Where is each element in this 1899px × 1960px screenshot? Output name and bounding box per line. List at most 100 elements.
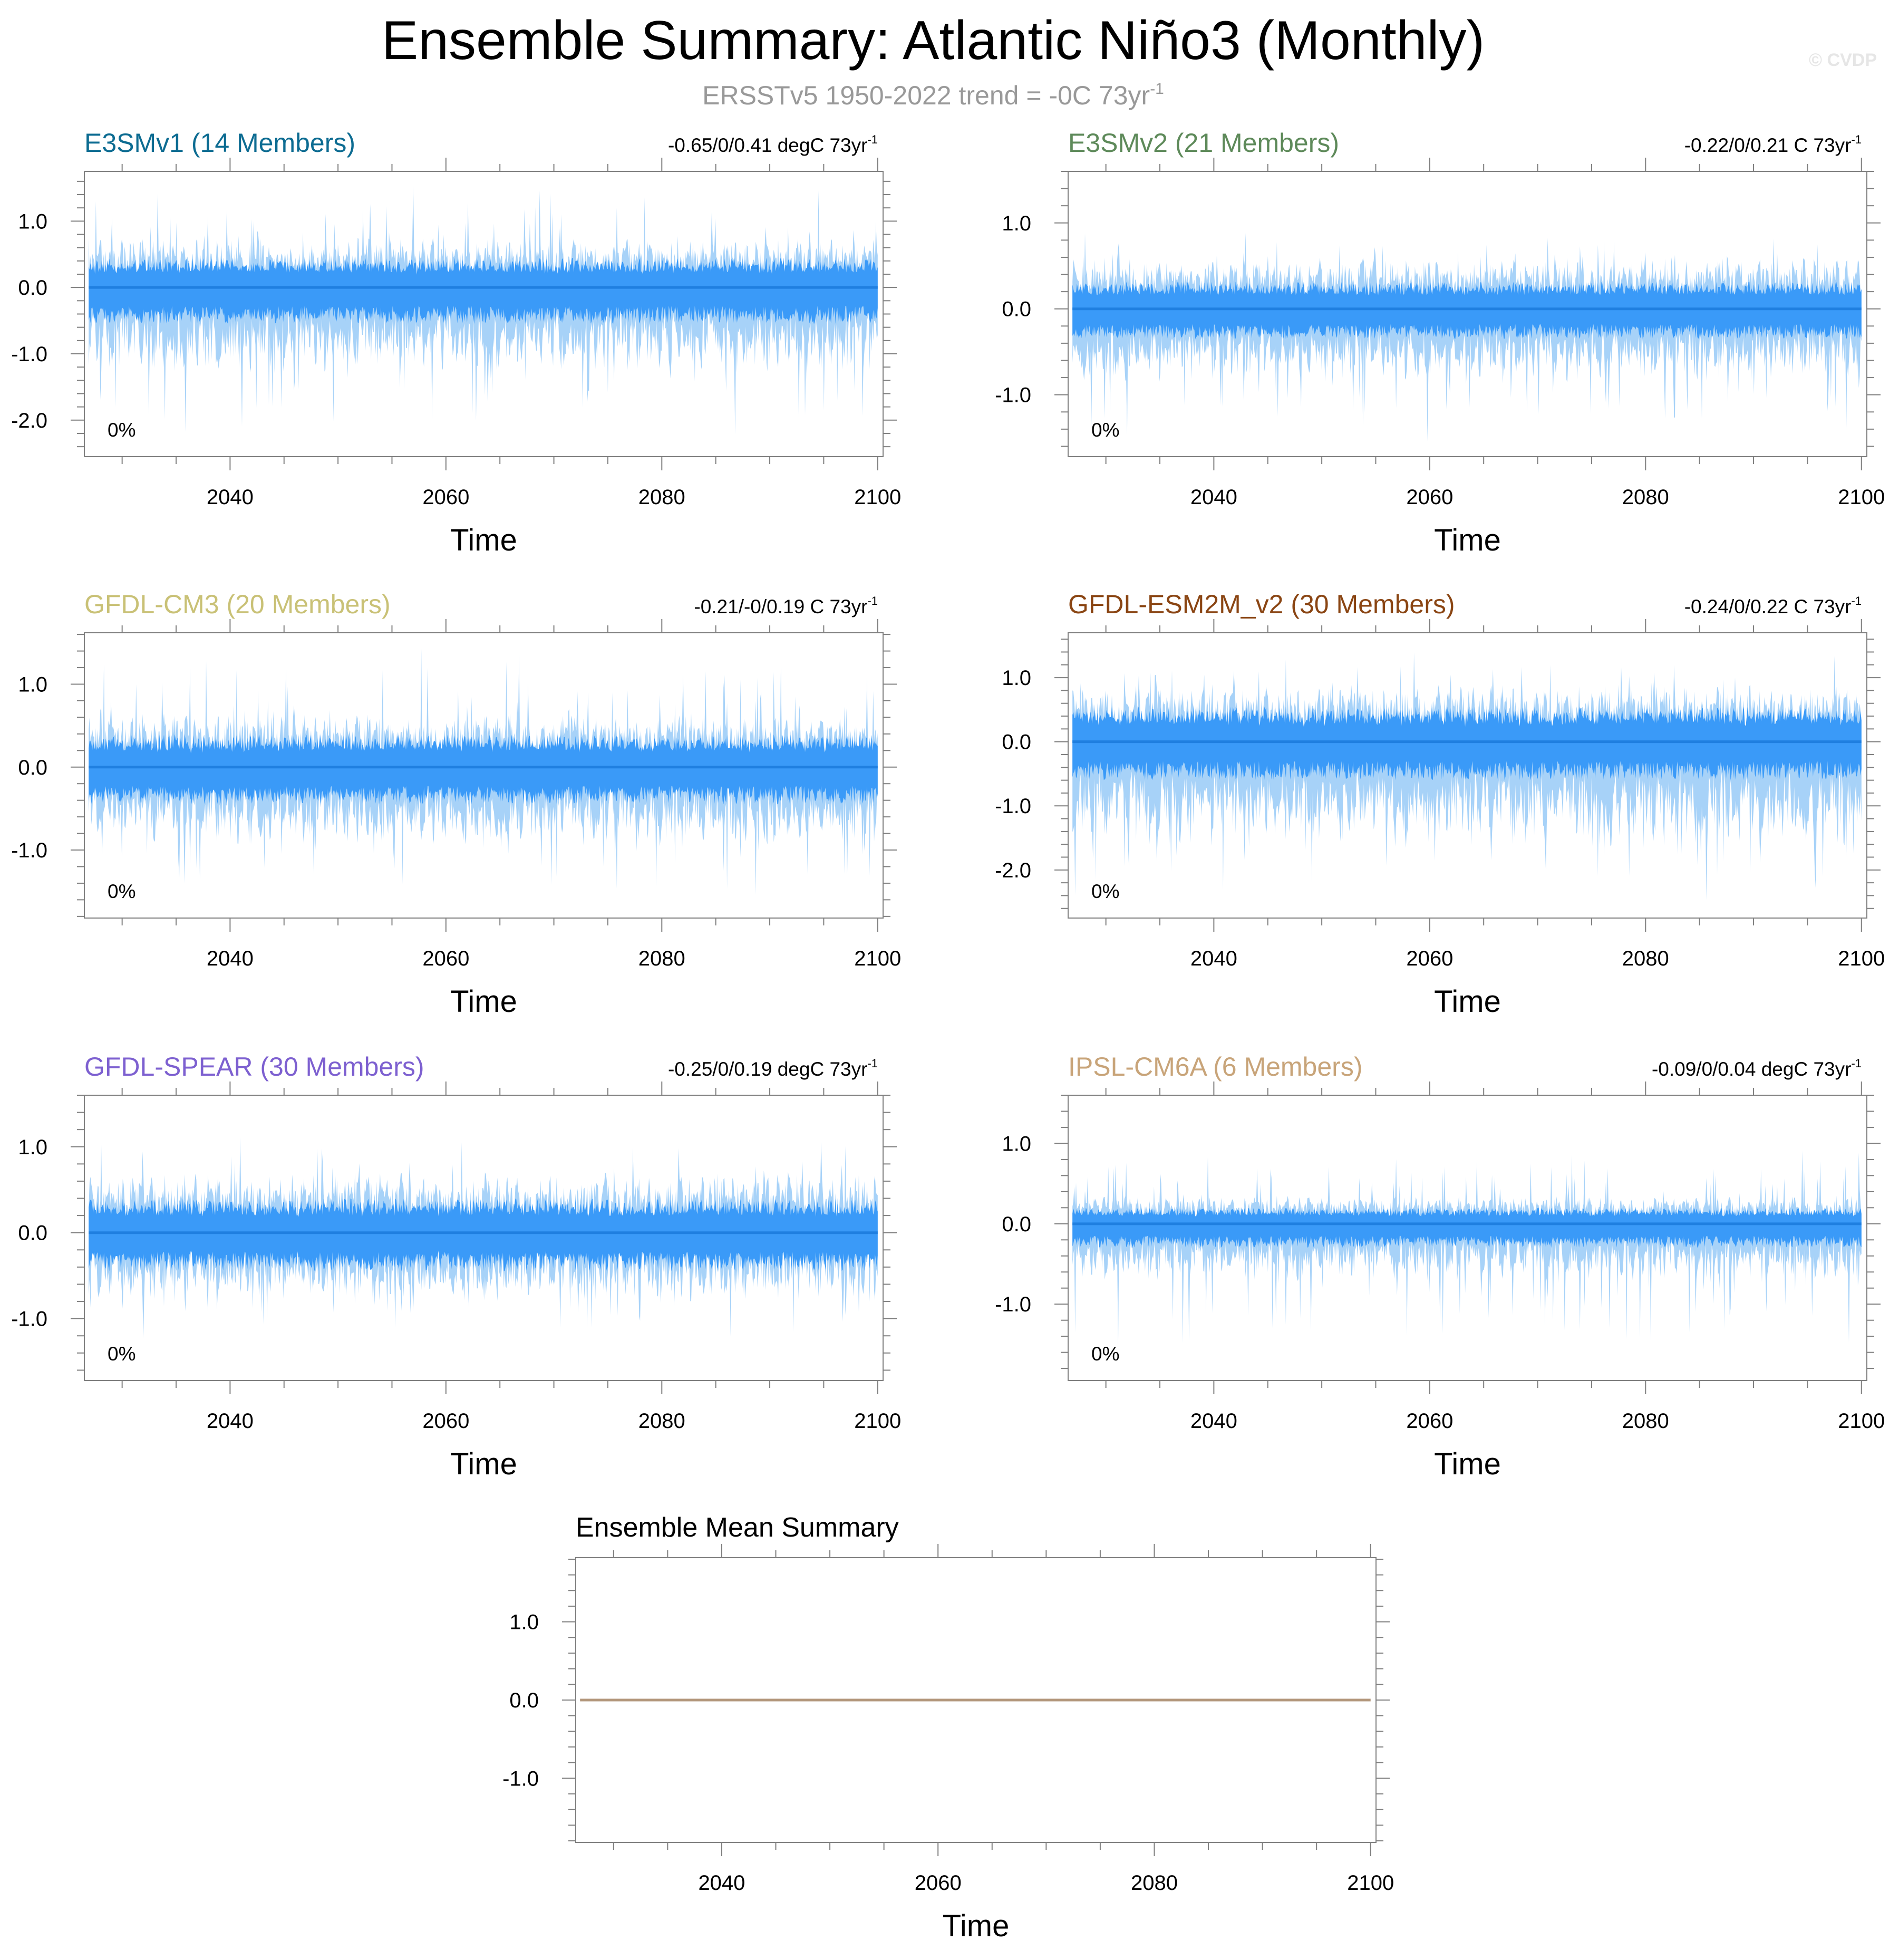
y-tick-label: 1.0 xyxy=(18,673,47,697)
x-tick-label: 2080 xyxy=(1131,1871,1178,1895)
y-tick-label: -1.0 xyxy=(995,384,1031,407)
ensemble-envelope-band xyxy=(1072,1151,1862,1346)
panel-trend-stat: -0.22/0/0.21 C 73yr-1 xyxy=(1684,133,1862,156)
panels-group: E3SMv1 (14 Members) -0.65/0/0.41 degC 73y… xyxy=(11,128,1885,1943)
chart-panel-6: IPSL-CM6A (6 Members) -0.09/0/0.04 degC 7… xyxy=(995,1052,1885,1481)
panel-trend-stat: -0.24/0/0.22 C 73yr-1 xyxy=(1684,594,1862,617)
chart-panel-4: GFDL-ESM2M_v2 (30 Members) -0.24/0/0.22 C… xyxy=(995,590,1885,1019)
chart-panel-5: GFDL-SPEAR (30 Members) -0.25/0/0.19 degC… xyxy=(11,1052,901,1481)
panel-model-title: IPSL-CM6A (6 Members) xyxy=(1068,1052,1362,1082)
panel-trend-stat-text: -0.25/0/0.19 degC 73yr xyxy=(668,1058,867,1080)
y-tick-label: 1.0 xyxy=(18,1136,47,1159)
x-tick-label: 2060 xyxy=(1406,947,1453,970)
x-tick-label: 2100 xyxy=(1838,486,1885,509)
figure-title: Ensemble Summary: Atlantic Niño3 (Monthl… xyxy=(382,10,1485,71)
percent-label: 0% xyxy=(1091,419,1119,441)
y-tick-label: -1.0 xyxy=(995,795,1031,818)
ensemble-mean-title: Ensemble Mean Summary xyxy=(576,1512,899,1543)
panel-trend-stat: -0.25/0/0.19 degC 73yr-1 xyxy=(668,1057,878,1080)
x-tick-label: 2080 xyxy=(1622,486,1669,509)
ensemble-spread-band xyxy=(89,733,878,805)
x-tick-label: 2060 xyxy=(422,947,469,970)
y-tick-label: -2.0 xyxy=(11,409,47,432)
panel-trend-stat-text: -0.09/0/0.04 degC 73yr xyxy=(1652,1058,1851,1080)
y-tick-label: -2.0 xyxy=(995,859,1031,882)
y-tick-label: 0.0 xyxy=(18,276,47,300)
x-tick-label: 2100 xyxy=(1838,947,1885,970)
x-tick-label: 2100 xyxy=(854,486,901,509)
panel-trend-stat-exponent: -1 xyxy=(1851,1057,1862,1070)
panel-trend-stat-exponent: -1 xyxy=(1851,594,1862,607)
percent-label: 0% xyxy=(108,881,135,902)
y-tick-label: 0.0 xyxy=(1002,1213,1031,1236)
panel-frame xyxy=(84,1095,884,1381)
panel-data-area xyxy=(1072,652,1862,901)
y-tick-label: 1.0 xyxy=(1002,1132,1031,1155)
x-tick-label: 2040 xyxy=(207,486,254,509)
percent-label: 0% xyxy=(1091,1343,1119,1365)
panel-model-title: GFDL-CM3 (20 Members) xyxy=(84,590,391,619)
y-tick-label: 0.0 xyxy=(509,1689,539,1712)
x-tick-label: 2040 xyxy=(698,1871,745,1895)
y-tick-label: 1.0 xyxy=(1002,667,1031,690)
panel-data-area xyxy=(89,649,878,895)
x-tick-label: 2060 xyxy=(1406,1409,1453,1433)
x-tick-label: 2060 xyxy=(915,1871,962,1895)
y-tick-label: 1.0 xyxy=(1002,212,1031,235)
y-tick-label: -1.0 xyxy=(11,343,47,366)
percent-label: 0% xyxy=(108,1343,135,1365)
x-axis-label: Time xyxy=(1434,984,1501,1019)
x-tick-label: 2060 xyxy=(1406,486,1453,509)
chart-panel-2: E3SMv2 (21 Members) -0.22/0/0.21 C 73yr-1… xyxy=(995,128,1885,557)
panel-frame xyxy=(1068,171,1867,457)
y-tick-label: -1.0 xyxy=(995,1293,1031,1316)
x-tick-label: 2080 xyxy=(638,1409,685,1433)
x-tick-label: 2060 xyxy=(422,486,469,509)
panel-data-area xyxy=(1072,233,1862,442)
x-tick-label: 2100 xyxy=(1347,1871,1394,1895)
x-axis-label: Time xyxy=(450,1447,517,1481)
x-tick-label: 2040 xyxy=(1190,947,1237,970)
x-tick-label: 2100 xyxy=(1838,1409,1885,1433)
ensemble-spread-band xyxy=(89,1198,878,1271)
panel-data-area xyxy=(89,1137,878,1338)
ensemble-spread-band xyxy=(1072,1208,1862,1248)
x-tick-label: 2040 xyxy=(1190,1409,1237,1433)
ensemble-spread-band xyxy=(89,257,878,324)
chart-panel-1: E3SMv1 (14 Members) -0.65/0/0.41 degC 73y… xyxy=(11,128,901,557)
x-tick-label: 2080 xyxy=(638,486,685,509)
y-tick-label: 1.0 xyxy=(18,210,47,233)
figure-subtitle-exponent: -1 xyxy=(1150,80,1164,98)
panel-frame xyxy=(84,632,884,919)
x-tick-label: 2080 xyxy=(1622,1409,1669,1433)
y-tick-label: -1.0 xyxy=(11,839,47,862)
panel-trend-stat: -0.09/0/0.04 degC 73yr-1 xyxy=(1652,1057,1862,1080)
panel-model-title: GFDL-ESM2M_v2 (30 Members) xyxy=(1068,590,1455,619)
chart-panel-7: Ensemble Mean Summary 2040 2060 2080 2100 1.0… xyxy=(502,1512,1394,1943)
x-axis-label: Time xyxy=(943,1909,1010,1943)
panel-data-area xyxy=(1072,1151,1862,1346)
panel-trend-stat-exponent: -1 xyxy=(867,594,878,607)
y-tick-label: -1.0 xyxy=(11,1308,47,1331)
x-axis-label: Time xyxy=(450,523,517,557)
figure-subtitle: ERSSTv5 1950-2022 trend = -0C 73yr-1 xyxy=(702,80,1164,110)
x-tick-label: 2040 xyxy=(1190,486,1237,509)
panel-model-title: E3SMv1 (14 Members) xyxy=(84,128,355,158)
panel-trend-stat-text: -0.24/0/0.22 C 73yr xyxy=(1684,596,1852,617)
panel-trend-stat-text: -0.65/0/0.41 degC 73yr xyxy=(668,134,867,156)
panel-trend-stat-exponent: -1 xyxy=(867,133,878,146)
panel-data-area xyxy=(89,185,878,435)
percent-label: 0% xyxy=(108,419,135,441)
x-tick-label: 2060 xyxy=(422,1409,469,1433)
y-tick-label: 0.0 xyxy=(1002,298,1031,321)
y-tick-label: 0.0 xyxy=(18,1222,47,1245)
x-tick-label: 2080 xyxy=(1622,947,1669,970)
x-tick-label: 2040 xyxy=(207,947,254,970)
panel-trend-stat: -0.21/-0/0.19 C 73yr-1 xyxy=(694,594,878,617)
x-axis-label: Time xyxy=(1434,523,1501,557)
x-axis-label: Time xyxy=(450,984,517,1019)
panel-model-title: GFDL-SPEAR (30 Members) xyxy=(84,1052,424,1082)
panel-model-title: E3SMv2 (21 Members) xyxy=(1068,128,1339,158)
panel-trend-stat-exponent: -1 xyxy=(1851,133,1862,146)
